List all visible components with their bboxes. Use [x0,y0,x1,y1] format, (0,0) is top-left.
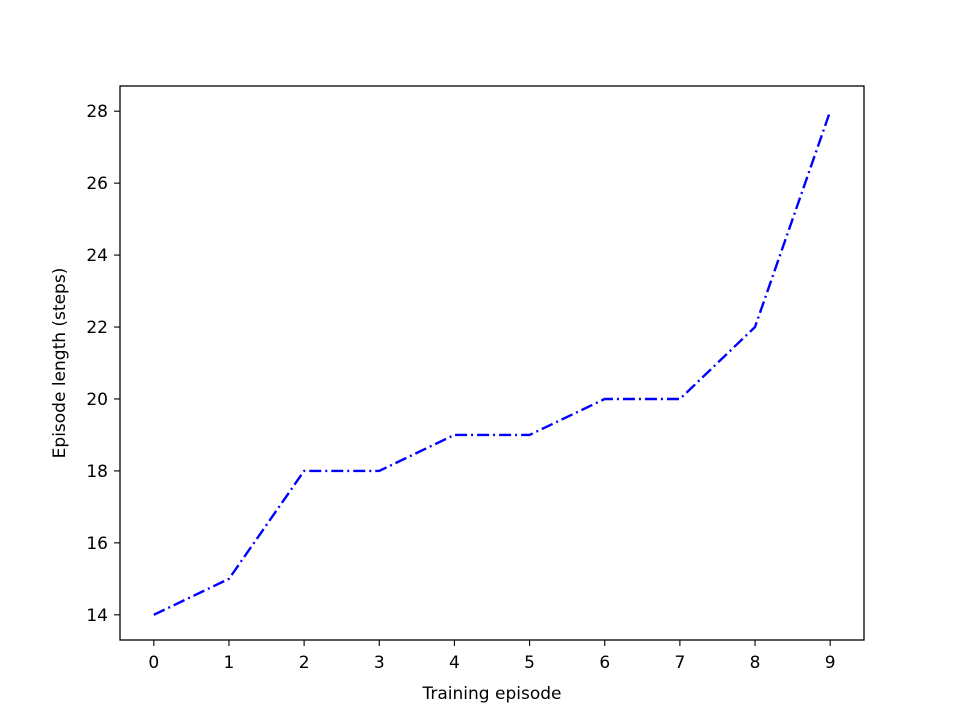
x-tick-label: 0 [148,653,159,673]
y-tick-label: 18 [86,462,108,482]
y-tick-label: 22 [86,318,108,338]
x-axis-label: Training episode [422,684,562,704]
y-tick-label: 26 [86,174,108,194]
series-layer [153,110,832,616]
y-tick-label: 16 [86,534,108,554]
y-tick-label: 28 [86,102,108,122]
y-tick-label: 20 [86,390,108,410]
y-tick-label: 14 [86,606,108,626]
series-line [153,110,832,616]
y-tick-label: 24 [86,246,108,266]
x-tick-label: 1 [224,653,235,673]
x-tick-label: 7 [674,653,685,673]
x-tick-label: 9 [825,653,836,673]
x-tick-label: 8 [750,653,761,673]
x-tick-label: 3 [374,653,385,673]
x-tick-label: 2 [299,653,310,673]
x-tick-label: 4 [449,653,460,673]
x-tick-label: 5 [524,653,535,673]
x-tick-label: 6 [599,653,610,673]
plot-area-frame [119,85,865,641]
y-axis-label: Episode length (steps) [50,268,70,459]
ticks-layer: 0 1 2 3 4 5 6 7 8 9 14 16 18 20 22 24 26 28 [86,102,835,673]
